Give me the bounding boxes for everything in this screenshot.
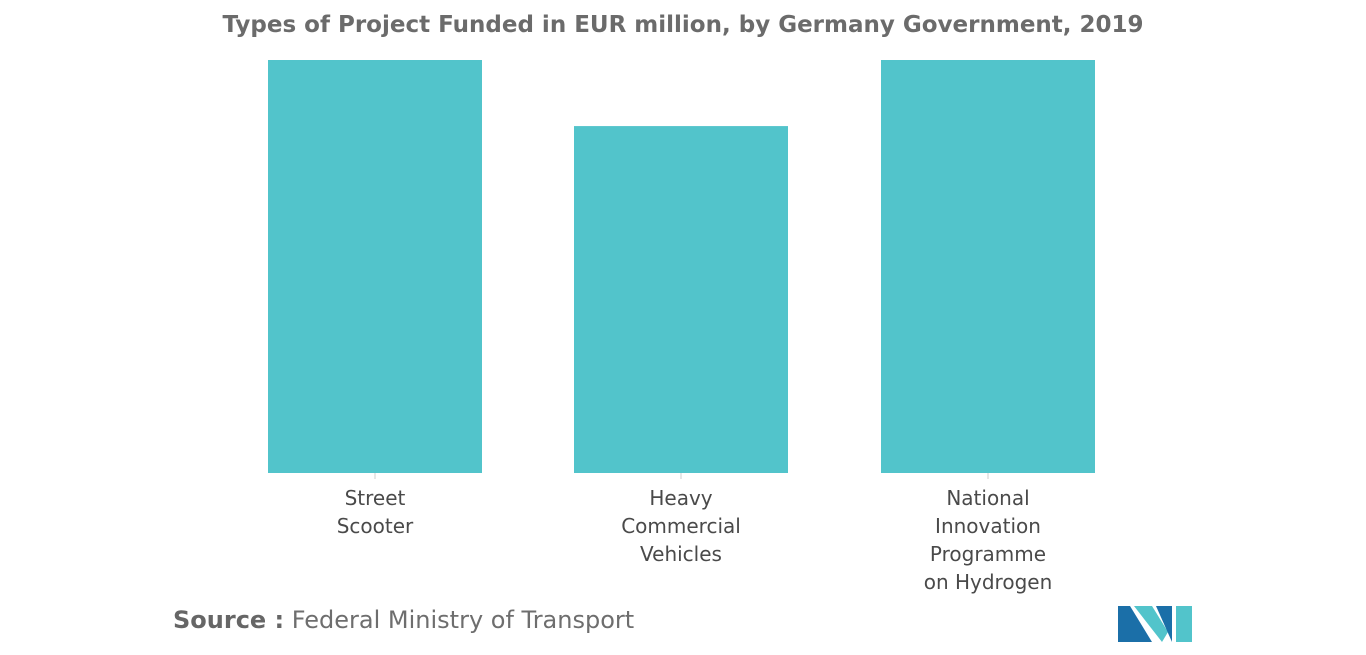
logo-mid-shape bbox=[1134, 606, 1168, 642]
x-tick-label-line: Vehicles bbox=[640, 542, 722, 566]
x-tick-label-line: on Hydrogen bbox=[923, 570, 1053, 594]
logo-right-dark bbox=[1156, 606, 1172, 642]
x-tick-label-line: Heavy bbox=[649, 486, 713, 510]
x-tick-label-line: Street bbox=[344, 486, 406, 510]
bar-chart bbox=[268, 60, 1095, 479]
logo-right-light bbox=[1176, 606, 1192, 642]
x-tick-label-1: Heavy Commercial Vehicles bbox=[551, 484, 811, 568]
bar-2 bbox=[881, 60, 1095, 473]
x-tick-label-line: Scooter bbox=[336, 514, 414, 538]
x-tick-label-line: National bbox=[946, 486, 1030, 510]
x-tick-label-line: Innovation bbox=[935, 514, 1041, 538]
logo-left-shape bbox=[1118, 606, 1152, 642]
chart-title: Types of Project Funded in EUR million, … bbox=[222, 12, 1144, 38]
source-prefix: Source : bbox=[173, 606, 285, 634]
x-tick-label-line: Programme bbox=[929, 542, 1047, 566]
x-axis bbox=[374, 473, 989, 479]
x-tick-label-line: Commercial bbox=[621, 514, 741, 538]
x-tick-label-0: Street Scooter bbox=[245, 484, 505, 540]
x-tick-label-2: National Innovation Programme on Hydrogen bbox=[858, 484, 1118, 596]
bar-0 bbox=[268, 60, 482, 473]
source-text: Federal Ministry of Transport bbox=[291, 606, 635, 634]
source-line: Source : Federal Ministry of Transport bbox=[173, 606, 634, 634]
bar-1 bbox=[574, 126, 788, 473]
bars-group bbox=[268, 60, 1095, 473]
brand-logo-icon bbox=[1118, 606, 1192, 642]
